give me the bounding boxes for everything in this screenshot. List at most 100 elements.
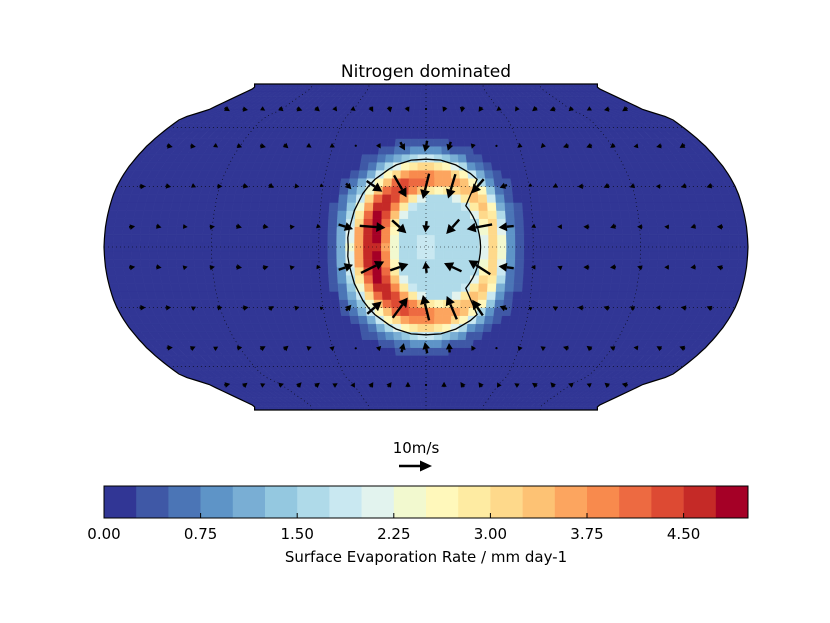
heatmap-cell xyxy=(425,377,433,385)
heatmap-cell xyxy=(417,315,427,324)
heatmap-cell xyxy=(604,250,614,260)
heatmap-cell xyxy=(568,250,579,260)
heatmap-cell xyxy=(238,234,248,244)
heatmap-cell xyxy=(405,402,412,408)
wind-vector xyxy=(424,107,428,111)
heatmap-cell xyxy=(603,218,614,228)
heatmap-cell xyxy=(584,275,595,284)
heatmap-cell xyxy=(193,250,204,260)
heatmap-cell xyxy=(460,299,470,308)
heatmap-cell xyxy=(631,234,641,244)
heatmap-cell xyxy=(407,258,418,268)
heatmap-cell xyxy=(157,250,168,260)
heatmap-cell xyxy=(431,390,438,398)
heatmap-cell xyxy=(364,291,375,300)
heatmap-cell xyxy=(332,169,344,179)
heatmap-cell xyxy=(673,218,685,228)
heatmap-cell xyxy=(184,226,195,236)
heatmap-cell xyxy=(309,234,320,244)
heatmap-cell xyxy=(639,250,650,260)
heatmap-cell xyxy=(449,331,459,340)
heatmap-cell xyxy=(247,267,258,276)
heatmap-cell xyxy=(576,218,587,228)
colorbar-swatch xyxy=(490,486,523,518)
heatmap-cell xyxy=(310,210,321,219)
heatmap-cell xyxy=(602,275,613,284)
heatmap-cell xyxy=(303,291,314,300)
heatmap-cell xyxy=(416,210,427,219)
heatmap-cell xyxy=(292,275,303,284)
heatmap-cell xyxy=(414,390,421,398)
heatmap-cell xyxy=(531,275,542,284)
heatmap-cell xyxy=(465,331,476,340)
heatmap-cell xyxy=(214,283,225,292)
heatmap-cell xyxy=(303,194,314,203)
heatmap-cell xyxy=(628,275,640,284)
heatmap-cell xyxy=(431,96,438,104)
heatmap-cell xyxy=(368,153,379,163)
colorbar-tick-label: 2.25 xyxy=(377,525,410,543)
heatmap-cell xyxy=(542,242,552,252)
heatmap-cell xyxy=(121,242,132,252)
heatmap-cell xyxy=(451,194,462,203)
heatmap-cell xyxy=(430,396,437,403)
heatmap-cell xyxy=(381,234,391,244)
heatmap-cell xyxy=(675,250,686,260)
heatmap-cell xyxy=(610,275,622,284)
heatmap-cell xyxy=(540,267,551,276)
heatmap-cell xyxy=(273,242,284,252)
heatmap-cell xyxy=(456,146,467,155)
heatmap-cell xyxy=(443,218,453,228)
heatmap-cell xyxy=(487,210,498,219)
heatmap-cell xyxy=(682,218,694,228)
heatmap-cell xyxy=(425,370,434,378)
heatmap-cell xyxy=(204,275,215,284)
heatmap-cell xyxy=(469,283,480,292)
heatmap-cell xyxy=(212,218,223,228)
heatmap-cell xyxy=(518,178,530,187)
heatmap-cell xyxy=(479,226,489,236)
heatmap-cell xyxy=(431,102,439,110)
heatmap-cell xyxy=(432,362,441,371)
heatmap-cell xyxy=(425,153,435,163)
heatmap-cell xyxy=(366,169,377,179)
heatmap-cell xyxy=(430,91,437,98)
quiver-key-arrowhead xyxy=(420,460,432,472)
heatmap-cell xyxy=(221,210,233,219)
heatmap-cell xyxy=(368,331,379,340)
heatmap-cell xyxy=(273,250,284,260)
heatmap-cell xyxy=(404,116,413,124)
heatmap-cell xyxy=(510,178,521,187)
heatmap-cell xyxy=(336,226,347,236)
heatmap-cell xyxy=(433,153,443,163)
heatmap-cell xyxy=(322,178,334,187)
heatmap-cell xyxy=(603,258,614,268)
heatmap-cell xyxy=(443,210,453,219)
heatmap-cell xyxy=(566,210,577,219)
heatmap-cell xyxy=(187,202,199,211)
heatmap-cell xyxy=(382,186,392,195)
heatmap-cell xyxy=(292,218,303,228)
heatmap-cell xyxy=(238,218,249,228)
heatmap-cell xyxy=(434,307,444,316)
heatmap-cell xyxy=(257,275,268,284)
heatmap-cell xyxy=(602,210,613,219)
colorbar-tick-label: 0.00 xyxy=(87,525,120,543)
heatmap-cell xyxy=(442,315,452,324)
heatmap-cell xyxy=(454,130,464,139)
heatmap-cell xyxy=(367,323,378,332)
heatmap-cell xyxy=(648,226,659,236)
heatmap-cell xyxy=(331,307,342,316)
heatmap-cell xyxy=(720,250,731,260)
heatmap-cell xyxy=(635,202,647,211)
heatmap-cell xyxy=(600,283,612,292)
heatmap-cell xyxy=(364,194,375,203)
heatmap-cell xyxy=(274,218,285,228)
heatmap-cell xyxy=(550,258,561,268)
heatmap-cell xyxy=(328,275,339,284)
heatmap-cell xyxy=(620,218,632,228)
heatmap-cell xyxy=(399,283,409,292)
heatmap-cell xyxy=(425,250,436,260)
heatmap-cell xyxy=(505,210,515,219)
heatmap-cell xyxy=(433,146,443,155)
